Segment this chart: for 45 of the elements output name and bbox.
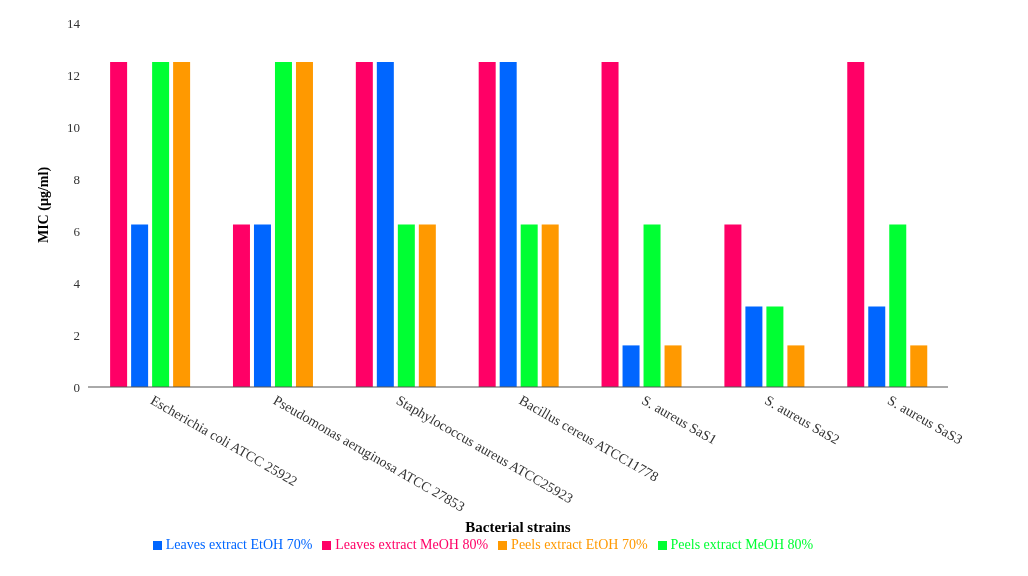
bar xyxy=(601,62,619,387)
x-tick-label: S. aureus SaS2 xyxy=(762,392,843,448)
bar xyxy=(355,62,373,387)
bar xyxy=(745,306,763,387)
legend-label: Peels extract EtOH 70% xyxy=(511,537,648,552)
bar xyxy=(889,224,907,387)
bar xyxy=(478,62,496,387)
bar xyxy=(664,345,682,387)
bar xyxy=(131,224,149,387)
bar xyxy=(541,224,559,387)
legend-label: Leaves extract EtOH 70% xyxy=(165,537,313,552)
y-tick-label: 12 xyxy=(67,67,80,83)
x-axis-title: Bacterial strains xyxy=(465,519,571,535)
bar xyxy=(376,62,394,387)
bar xyxy=(787,345,805,387)
bar xyxy=(868,306,886,387)
y-tick-label: 6 xyxy=(73,223,81,239)
legend-label: Peels extract MeOH 80% xyxy=(670,537,814,552)
x-tick-label: S. aureus SaS1 xyxy=(639,392,720,448)
y-tick-label: 4 xyxy=(73,275,81,291)
y-tick-label: 2 xyxy=(73,327,80,343)
y-tick-label: 10 xyxy=(67,119,80,135)
bar xyxy=(724,224,742,387)
bar xyxy=(910,345,928,387)
bar xyxy=(397,224,415,387)
bar xyxy=(110,62,128,387)
bar xyxy=(520,224,538,387)
y-axis-title: MIC (µg/ml) xyxy=(35,166,52,244)
bar xyxy=(232,224,250,387)
bar xyxy=(418,224,436,387)
bar xyxy=(295,62,313,387)
bar xyxy=(253,224,271,387)
y-tick-label: 0 xyxy=(73,379,80,395)
y-tick-label: 14 xyxy=(67,15,81,31)
x-tick-label: S. aureus SaS3 xyxy=(885,392,965,448)
legend-label: Leaves extract MeOH 80% xyxy=(335,537,489,552)
y-tick-label: 8 xyxy=(73,171,80,187)
bar xyxy=(173,62,191,387)
bar xyxy=(152,62,170,387)
bar xyxy=(766,306,784,387)
bar xyxy=(499,62,517,387)
bar xyxy=(622,345,640,387)
bar xyxy=(274,62,292,387)
bar xyxy=(847,62,865,387)
bar xyxy=(643,224,661,387)
